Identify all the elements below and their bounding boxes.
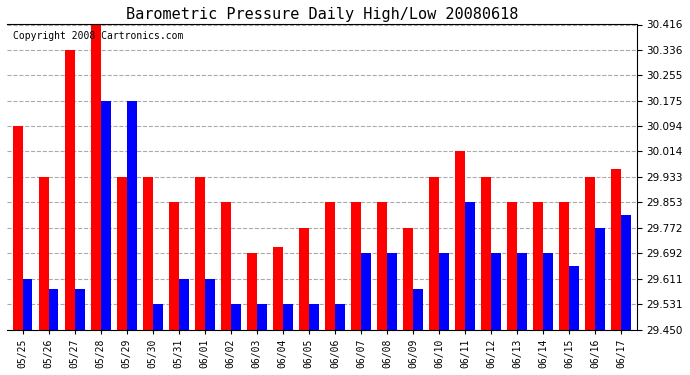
Bar bbox=[595, 228, 605, 330]
Bar bbox=[377, 202, 387, 330]
Bar bbox=[309, 304, 319, 330]
Bar bbox=[465, 202, 475, 330]
Title: Barometric Pressure Daily High/Low 20080618: Barometric Pressure Daily High/Low 20080… bbox=[126, 7, 518, 22]
Bar bbox=[569, 266, 579, 330]
Bar bbox=[361, 253, 371, 330]
Bar bbox=[221, 202, 230, 330]
Bar bbox=[611, 168, 621, 330]
Bar bbox=[91, 24, 101, 330]
Bar bbox=[48, 289, 59, 330]
Bar bbox=[533, 202, 543, 330]
Bar bbox=[560, 202, 569, 330]
Bar bbox=[507, 202, 517, 330]
Bar bbox=[585, 177, 595, 330]
Bar bbox=[12, 126, 23, 330]
Bar bbox=[39, 177, 48, 330]
Bar bbox=[325, 202, 335, 330]
Bar bbox=[455, 152, 465, 330]
Bar bbox=[117, 177, 127, 330]
Bar bbox=[230, 304, 241, 330]
Bar bbox=[413, 289, 423, 330]
Bar bbox=[195, 177, 205, 330]
Bar bbox=[101, 100, 110, 330]
Bar bbox=[621, 215, 631, 330]
Bar bbox=[143, 177, 152, 330]
Bar bbox=[517, 253, 527, 330]
Bar bbox=[403, 228, 413, 330]
Bar bbox=[152, 304, 163, 330]
Bar bbox=[169, 202, 179, 330]
Bar bbox=[481, 177, 491, 330]
Bar bbox=[429, 177, 439, 330]
Bar bbox=[127, 100, 137, 330]
Bar bbox=[247, 253, 257, 330]
Bar bbox=[543, 253, 553, 330]
Bar bbox=[335, 304, 345, 330]
Bar bbox=[65, 50, 75, 330]
Bar bbox=[23, 279, 32, 330]
Bar bbox=[387, 253, 397, 330]
Bar bbox=[75, 289, 84, 330]
Bar bbox=[179, 279, 188, 330]
Bar bbox=[205, 279, 215, 330]
Text: Copyright 2008 Cartronics.com: Copyright 2008 Cartronics.com bbox=[13, 31, 184, 40]
Bar bbox=[439, 253, 449, 330]
Bar bbox=[283, 304, 293, 330]
Bar bbox=[351, 202, 361, 330]
Bar bbox=[299, 228, 309, 330]
Bar bbox=[273, 247, 283, 330]
Bar bbox=[257, 304, 267, 330]
Bar bbox=[491, 253, 501, 330]
